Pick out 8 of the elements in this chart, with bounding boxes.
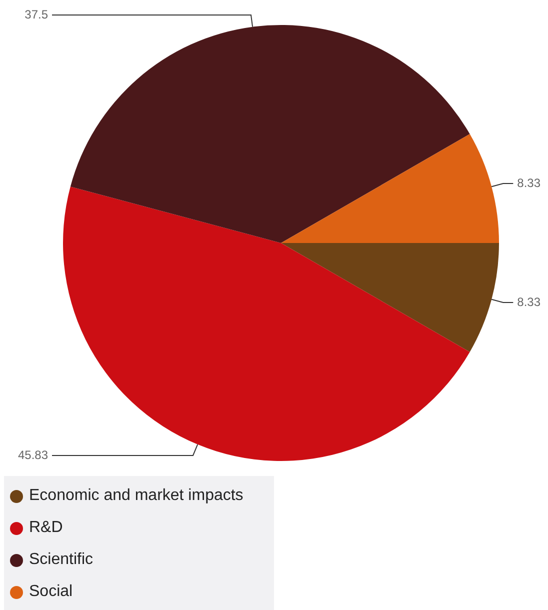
data-label: 8.33	[517, 176, 541, 190]
data-label: 37.5	[24, 7, 48, 22]
legend-label: Scientific	[29, 551, 94, 569]
legend-label: R&D	[29, 519, 63, 537]
data-label: 8.33	[517, 294, 541, 309]
data-label: 45.83	[18, 448, 48, 462]
legend-label: Economic and market impacts	[29, 487, 244, 505]
legend-label: Social	[29, 583, 73, 601]
